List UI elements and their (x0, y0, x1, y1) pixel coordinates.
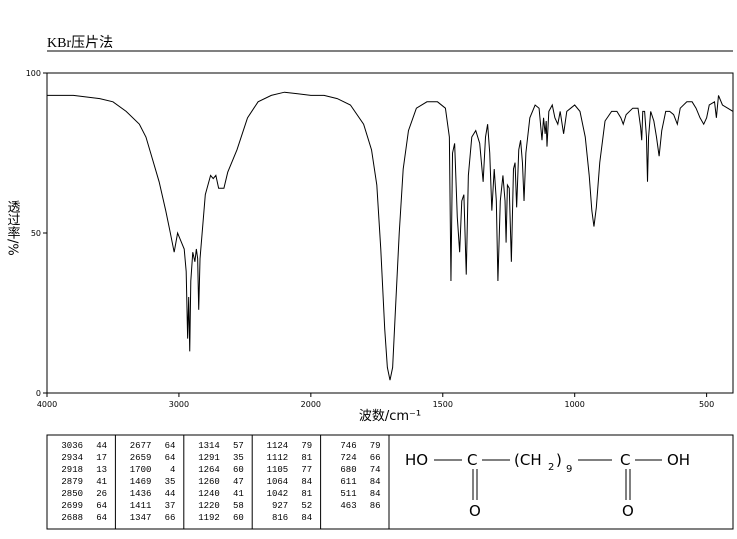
peak-transmittance: 64 (165, 453, 176, 463)
peak-wavenumber: 3036 (61, 441, 83, 451)
struct-text: HO (405, 451, 428, 469)
peak-transmittance: 52 (301, 501, 312, 511)
peak-wavenumber: 724 (340, 453, 356, 463)
peak-transmittance: 4 (170, 465, 175, 475)
struct-text: 9 (566, 464, 572, 475)
struct-text: 2 (548, 462, 554, 473)
struct-text: (CH (514, 451, 542, 469)
peak-wavenumber: 2677 (130, 441, 152, 451)
peak-wavenumber: 1469 (130, 477, 152, 487)
y-tick-label: 100 (26, 69, 41, 78)
peak-transmittance: 74 (370, 465, 381, 475)
table-frame (46, 434, 734, 530)
peak-wavenumber: 2879 (61, 477, 83, 487)
struct-text: O (622, 502, 634, 520)
struct-text: O (469, 502, 481, 520)
peak-wavenumber: 816 (272, 513, 288, 523)
x-tick-label: 4000 (37, 400, 57, 409)
peak-wavenumber: 2688 (61, 513, 83, 523)
peak-wavenumber: 1436 (130, 489, 152, 499)
peak-transmittance: 37 (165, 501, 176, 511)
peak-wavenumber: 1105 (267, 465, 289, 475)
peak-wavenumber: 680 (340, 465, 356, 475)
peak-wavenumber: 1347 (130, 513, 152, 523)
peak-transmittance: 58 (233, 501, 244, 511)
peak-transmittance: 35 (233, 453, 244, 463)
peak-wavenumber: 2918 (61, 465, 83, 475)
x-tick-label: 1000 (565, 400, 585, 409)
peak-transmittance: 60 (233, 513, 244, 523)
peak-transmittance: 35 (165, 477, 176, 487)
peak-transmittance: 60 (233, 465, 244, 475)
peak-transmittance: 66 (370, 453, 381, 463)
peak-transmittance: 84 (301, 477, 312, 487)
peak-wavenumber: 1314 (198, 441, 220, 451)
peak-transmittance: 79 (370, 441, 381, 451)
peak-transmittance: 64 (96, 513, 107, 523)
peak-transmittance: 26 (96, 489, 107, 499)
peak-transmittance: 57 (233, 441, 244, 451)
structure: HO C (CH 2 ) 9 C OH O O (405, 451, 690, 520)
peak-wavenumber: 1260 (198, 477, 220, 487)
x-tick-label: 1500 (433, 400, 453, 409)
spectrum-line (47, 91, 734, 381)
peak-transmittance: 44 (96, 441, 107, 451)
peak-transmittance: 84 (370, 489, 381, 499)
peak-wavenumber: 1264 (198, 465, 220, 475)
peak-wavenumber: 611 (340, 477, 356, 487)
peak-wavenumber: 1192 (198, 513, 220, 523)
chart-title: KBr压片法 (47, 35, 113, 51)
peak-transmittance: 81 (301, 453, 312, 463)
x-tick-label: 2000 (301, 400, 321, 409)
peak-transmittance: 84 (370, 477, 381, 487)
peak-transmittance: 64 (96, 501, 107, 511)
peak-transmittance: 79 (301, 441, 312, 451)
peak-wavenumber: 927 (272, 501, 288, 511)
peak-wavenumber: 1411 (130, 501, 152, 511)
peak-transmittance: 66 (165, 513, 176, 523)
struct-text: C (467, 451, 477, 469)
struct-text: OH (667, 451, 690, 469)
peak-wavenumber: 1291 (198, 453, 220, 463)
plot-frame (46, 72, 734, 394)
peak-wavenumber: 2934 (61, 453, 83, 463)
peak-transmittance: 41 (233, 489, 244, 499)
peak-wavenumber: 463 (340, 501, 356, 511)
struct-text: C (620, 451, 630, 469)
x-tick-label: 500 (699, 400, 714, 409)
peak-transmittance: 84 (301, 513, 312, 523)
peak-transmittance: 64 (165, 441, 176, 451)
peak-wavenumber: 2699 (61, 501, 83, 511)
peak-wavenumber: 1112 (267, 453, 289, 463)
peak-wavenumber: 1700 (130, 465, 152, 475)
x-tick-label: 3000 (169, 400, 189, 409)
peak-transmittance: 77 (301, 465, 312, 475)
peak-transmittance: 41 (96, 477, 107, 487)
peak-wavenumber: 1064 (267, 477, 289, 487)
peak-wavenumber: 2850 (61, 489, 83, 499)
peak-wavenumber: 511 (340, 489, 356, 499)
peak-wavenumber: 1220 (198, 501, 220, 511)
struct-text: ) (556, 451, 562, 469)
peak-wavenumber: 2659 (130, 453, 152, 463)
peak-transmittance: 81 (301, 489, 312, 499)
peak-transmittance: 47 (233, 477, 244, 487)
y-tick-label: 50 (31, 229, 41, 238)
peak-transmittance: 13 (96, 465, 107, 475)
peak-wavenumber: 746 (340, 441, 356, 451)
peak-transmittance: 44 (165, 489, 176, 499)
peak-wavenumber: 1240 (198, 489, 220, 499)
x-axis-label: 波数/cm⁻¹ (359, 409, 421, 424)
y-axis-label: 透过率/% (5, 200, 21, 256)
peak-wavenumber: 1124 (267, 441, 289, 451)
peak-wavenumber: 1042 (267, 489, 289, 499)
peak-transmittance: 86 (370, 501, 381, 511)
y-tick-label: 0 (36, 389, 41, 398)
peak-transmittance: 17 (96, 453, 107, 463)
